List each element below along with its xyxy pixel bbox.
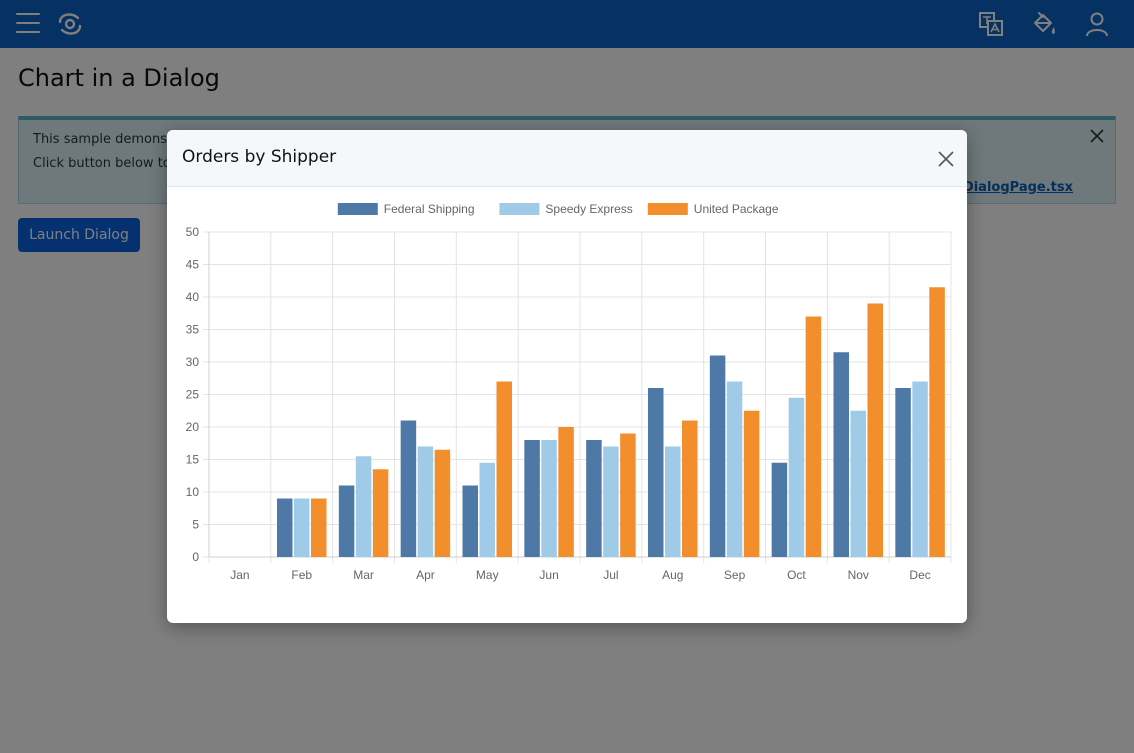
bar: [682, 420, 698, 557]
bar: [372, 469, 389, 557]
orders-bar-chart: 0 5 10 15 20 25 30 35 40 45 50 Jan Feb Mar Apr May Jun Ju…: [186, 202, 952, 582]
legend-swatch: [647, 203, 688, 215]
chart-dialog: Orders by Shipper 0 5 10 15 20 25 30 35 40 45 50 Ja…: [167, 130, 967, 623]
bar: [929, 287, 945, 557]
bar: [558, 427, 574, 557]
legend-label: Federal Shipping: [384, 202, 475, 216]
bar: [311, 498, 327, 557]
bar: [895, 388, 911, 557]
bar: [586, 440, 602, 557]
x-tick-label: Feb: [291, 568, 312, 582]
y-tick-label: 20: [186, 420, 200, 434]
y-tick-label: 25: [186, 388, 200, 402]
y-tick-label: 5: [192, 518, 199, 532]
x-tick-label: Jan: [230, 568, 249, 582]
bar: [294, 498, 310, 557]
bar: [277, 498, 293, 557]
bar: [434, 449, 451, 557]
x-tick-label: Jun: [539, 568, 558, 582]
x-tick-label: Aug: [662, 568, 683, 582]
bar: [400, 420, 417, 557]
bar: [496, 381, 512, 557]
bar: [620, 433, 636, 557]
x-tick-label: Jul: [603, 568, 618, 582]
bar: [788, 397, 805, 557]
bar: [417, 446, 434, 557]
bar: [709, 355, 726, 557]
bar: [867, 303, 883, 557]
bar: [805, 316, 822, 557]
y-tick-label: 50: [186, 225, 200, 239]
legend-label: Speedy Express: [545, 202, 632, 216]
y-tick-label: 45: [186, 258, 200, 272]
legend-label: United Package: [694, 202, 779, 216]
bar: [743, 410, 760, 557]
bar: [462, 485, 478, 557]
legend-swatch: [337, 203, 378, 215]
x-tick-label: Mar: [353, 568, 374, 582]
bar: [850, 410, 866, 557]
bar: [355, 456, 372, 557]
y-tick-label: 0: [192, 550, 199, 564]
bar: [603, 446, 619, 557]
x-tick-label: Dec: [909, 568, 930, 582]
x-tick-label: May: [476, 568, 499, 582]
close-icon[interactable]: [937, 150, 955, 168]
y-tick-label: 35: [186, 323, 200, 337]
x-tick-label: Apr: [416, 568, 435, 582]
bar: [524, 440, 540, 557]
bar: [833, 352, 849, 557]
bar: [665, 446, 681, 557]
bar: [771, 462, 788, 557]
x-tick-label: Sep: [724, 568, 746, 582]
dialog-header: Orders by Shipper: [167, 130, 967, 187]
bar: [648, 388, 664, 557]
legend-swatch: [499, 203, 540, 215]
y-tick-label: 40: [186, 290, 200, 304]
bar: [912, 381, 928, 557]
y-tick-label: 15: [186, 453, 200, 467]
bar: [726, 381, 743, 557]
y-tick-label: 30: [186, 355, 200, 369]
bar: [338, 485, 355, 557]
bar: [541, 440, 557, 557]
x-tick-label: Oct: [787, 568, 806, 582]
x-tick-label: Nov: [848, 568, 869, 582]
dialog-title: Orders by Shipper: [182, 147, 337, 167]
bar: [479, 462, 495, 557]
y-tick-label: 10: [186, 485, 200, 499]
